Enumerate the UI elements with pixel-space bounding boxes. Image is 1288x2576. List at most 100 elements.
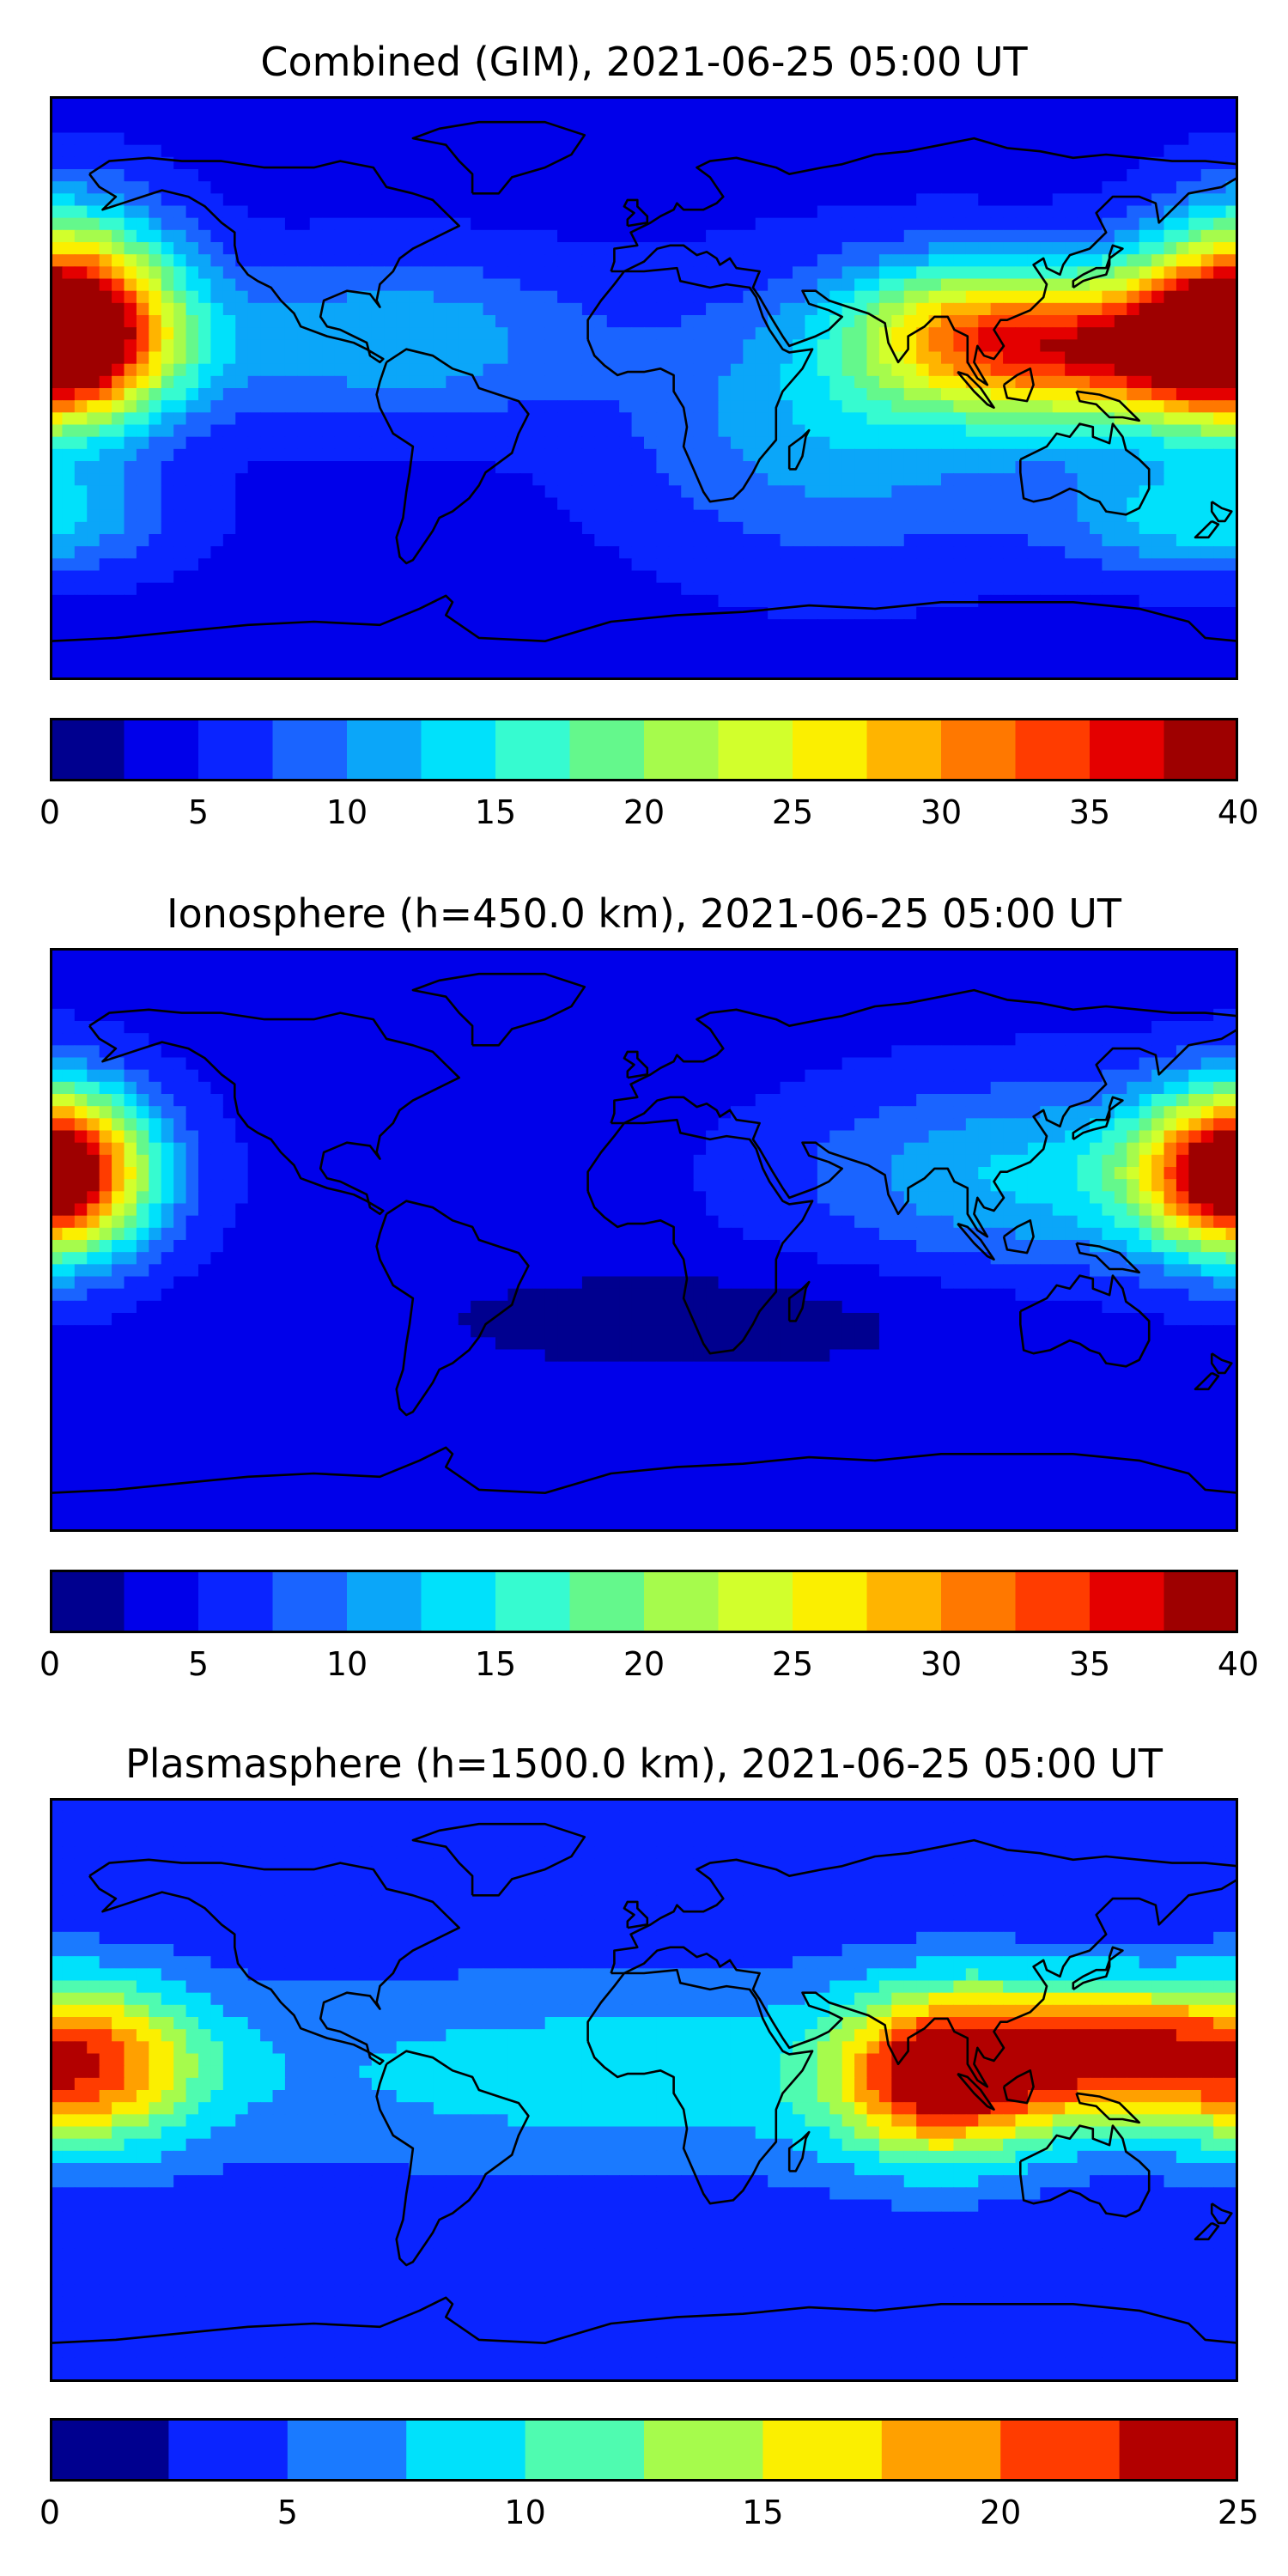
field-cell xyxy=(173,375,187,389)
field-cell xyxy=(50,388,64,401)
field-cell xyxy=(1040,448,1054,462)
field-cell xyxy=(136,948,149,961)
field-cell xyxy=(644,400,658,413)
field-cell xyxy=(1200,351,1214,365)
field-cell xyxy=(532,667,546,680)
field-cell xyxy=(903,570,917,584)
field-cell xyxy=(706,120,720,134)
field-cell xyxy=(619,169,633,182)
field-cell xyxy=(284,534,298,547)
field-cell xyxy=(50,302,64,316)
field-cell xyxy=(1077,327,1091,340)
field-cell xyxy=(978,242,992,255)
field-cell xyxy=(112,497,125,511)
field-cell xyxy=(1052,363,1066,377)
field-cell xyxy=(1027,619,1041,632)
field-cell xyxy=(953,242,967,255)
field-cell xyxy=(99,363,112,377)
field-cell xyxy=(334,363,348,377)
field-cell xyxy=(446,558,459,572)
field-cell xyxy=(284,144,298,158)
field-cell xyxy=(1176,229,1189,243)
field-cell xyxy=(198,120,212,134)
field-cell xyxy=(384,315,398,328)
field-cell xyxy=(173,558,187,572)
field-cell xyxy=(594,132,608,146)
field-cell xyxy=(978,436,992,450)
field-cell xyxy=(1127,254,1140,267)
field-cell xyxy=(371,96,385,109)
colorbar-segment xyxy=(421,718,496,781)
field-cell xyxy=(495,436,509,450)
field-cell xyxy=(544,169,558,182)
field-cell xyxy=(878,948,892,961)
field-cell xyxy=(235,473,249,486)
field-cell xyxy=(718,558,732,572)
field-cell xyxy=(755,960,769,973)
field-cell xyxy=(557,205,571,219)
field-cell xyxy=(87,643,100,657)
field-cell xyxy=(198,156,212,170)
field-cell xyxy=(581,242,595,255)
field-cell xyxy=(272,315,286,328)
field-cell xyxy=(1015,351,1029,365)
field-cell xyxy=(185,132,199,146)
field-cell xyxy=(334,181,348,194)
field-cell xyxy=(544,984,558,998)
field-cell xyxy=(1176,972,1189,986)
field-cell xyxy=(594,655,608,669)
field-cell xyxy=(446,169,459,182)
field-cell xyxy=(953,643,967,657)
field-cell xyxy=(124,229,137,243)
field-cell xyxy=(569,327,583,340)
field-cell xyxy=(471,619,484,632)
field-cell xyxy=(878,448,892,462)
field-cell xyxy=(878,473,892,486)
field-cell xyxy=(483,132,496,146)
field-cell xyxy=(87,217,100,231)
field-cell xyxy=(334,351,348,365)
field-cell xyxy=(1077,619,1091,632)
field-cell xyxy=(1077,132,1091,146)
field-cell xyxy=(396,631,410,645)
field-cell xyxy=(433,108,447,121)
field-cell xyxy=(1200,485,1214,499)
field-cell xyxy=(322,400,336,413)
field-cell xyxy=(272,144,286,158)
field-cell xyxy=(990,972,1004,986)
field-cell xyxy=(198,181,212,194)
field-cell xyxy=(136,169,149,182)
field-cell xyxy=(507,351,521,365)
field-cell xyxy=(903,315,917,328)
field-cell xyxy=(359,400,373,413)
field-cell xyxy=(594,266,608,280)
field-cell xyxy=(1225,363,1238,377)
field-cell xyxy=(50,643,64,657)
field-cell xyxy=(644,351,658,365)
field-cell xyxy=(743,120,756,134)
field-cell xyxy=(322,229,336,243)
field-cell xyxy=(87,594,100,608)
field-cell xyxy=(656,229,670,243)
field-cell xyxy=(978,339,992,353)
field-cell xyxy=(965,643,979,657)
field-cell xyxy=(322,631,336,645)
field-cell xyxy=(581,193,595,207)
field-cell xyxy=(953,254,967,267)
field-cell xyxy=(112,132,125,146)
field-cell xyxy=(124,984,137,998)
field-cell xyxy=(1176,290,1189,304)
field-cell xyxy=(878,120,892,134)
field-cell xyxy=(866,546,880,559)
coastline xyxy=(787,428,811,471)
field-cell xyxy=(829,473,843,486)
field-cell xyxy=(371,120,385,134)
field-cell xyxy=(817,412,830,426)
field-cell xyxy=(433,400,447,413)
field-cell xyxy=(1065,582,1078,596)
field-cell xyxy=(1213,400,1227,413)
field-cell xyxy=(322,570,336,584)
field-cell xyxy=(198,388,212,401)
field-cell xyxy=(1027,315,1041,328)
field-cell xyxy=(928,302,942,316)
